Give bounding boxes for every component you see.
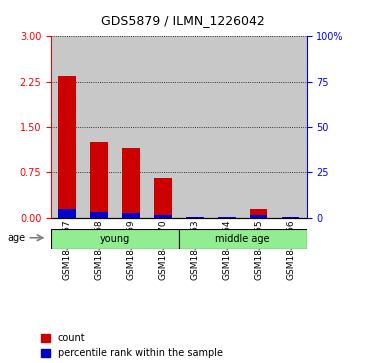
Bar xyxy=(250,209,268,218)
Bar xyxy=(179,36,211,218)
Bar xyxy=(90,142,108,218)
Bar xyxy=(218,217,235,218)
Bar xyxy=(250,215,268,218)
Bar xyxy=(51,229,179,249)
Bar xyxy=(51,36,83,218)
Bar xyxy=(122,213,140,218)
Bar xyxy=(274,36,307,218)
Text: middle age: middle age xyxy=(215,234,270,244)
Bar xyxy=(115,36,147,218)
Bar xyxy=(83,36,115,218)
Bar xyxy=(147,36,179,218)
Bar xyxy=(154,179,172,218)
Bar xyxy=(58,209,76,218)
Bar xyxy=(58,76,76,218)
Bar xyxy=(186,217,204,218)
Text: age: age xyxy=(7,233,26,244)
Bar xyxy=(154,215,172,218)
Bar xyxy=(211,36,243,218)
Legend: count, percentile rank within the sample: count, percentile rank within the sample xyxy=(41,333,223,358)
Bar xyxy=(179,229,307,249)
Bar xyxy=(186,216,204,218)
Bar xyxy=(282,217,299,218)
Text: GDS5879 / ILMN_1226042: GDS5879 / ILMN_1226042 xyxy=(101,15,264,28)
Bar xyxy=(90,212,108,218)
Text: young: young xyxy=(100,234,130,244)
Bar xyxy=(243,36,274,218)
Bar xyxy=(122,148,140,218)
